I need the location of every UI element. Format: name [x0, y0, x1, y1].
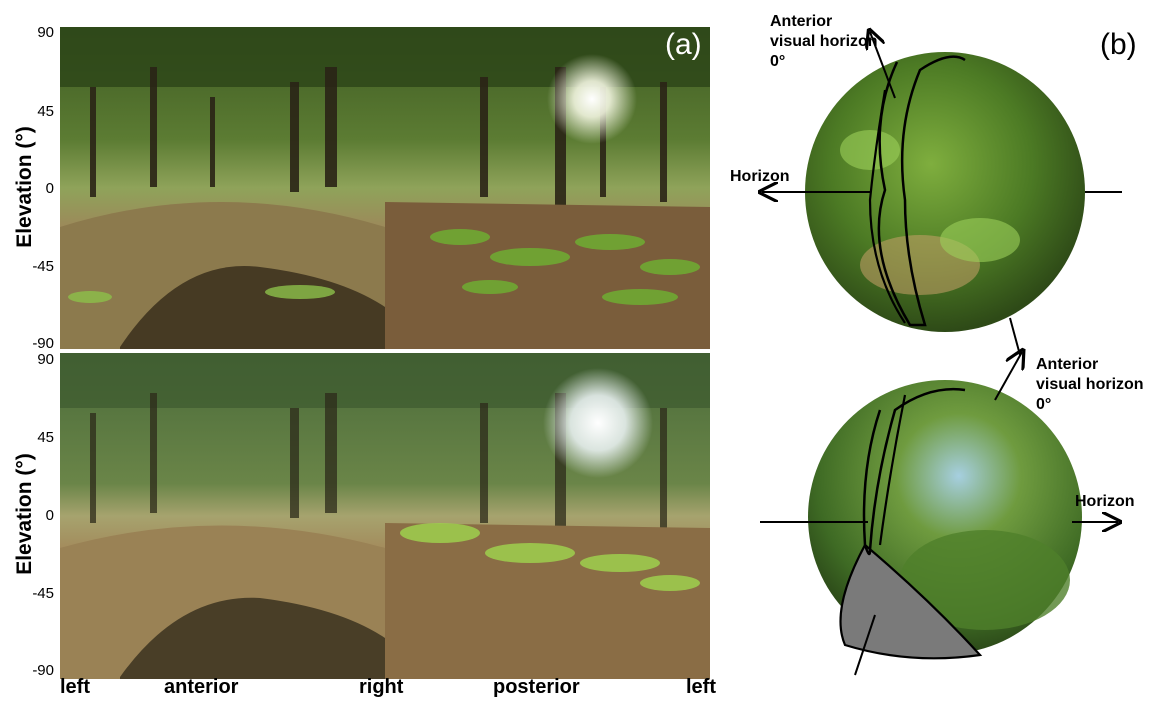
x-label-left-end: left — [686, 676, 716, 698]
y-tick: 0 — [45, 507, 54, 524]
y-tick: -45 — [32, 585, 54, 602]
y-tick: 45 — [37, 103, 54, 120]
y-tick: 90 — [37, 24, 54, 41]
x-label-right: right — [359, 676, 404, 698]
top-sphere — [762, 32, 1122, 332]
bottom-occluded-region — [839, 543, 983, 660]
spheres-diagram — [720, 0, 1122, 676]
y-tick: 45 — [37, 429, 54, 446]
panorama-reconstructed — [60, 353, 710, 679]
panorama-original — [60, 27, 710, 349]
y-tick: 90 — [37, 351, 54, 368]
y-tick: -90 — [32, 335, 54, 352]
bottom-sphere — [760, 352, 1118, 676]
top-contour-label: Anterior visual horizon 0° — [770, 13, 878, 70]
panorama-reconstructed-image — [60, 353, 710, 679]
panorama-original-image — [60, 27, 710, 349]
panel-a-label: (a) — [665, 28, 702, 61]
bottom-horizon-contour — [862, 388, 966, 556]
x-label-anterior: anterior — [164, 676, 239, 698]
x-label-posterior: posterior — [493, 676, 580, 698]
panel-b-label: (b) — [1100, 28, 1137, 61]
bottom-horizon-label: Horizon — [1075, 493, 1135, 510]
bottom-anterior-arrow — [994, 352, 1022, 401]
y-tick: 0 — [45, 180, 54, 197]
x-label-left: left — [60, 676, 90, 698]
y-tick: -45 — [32, 258, 54, 275]
bottom-contour-label: Anterior visual horizon 0° — [1036, 356, 1144, 413]
top-horizon-label: Horizon — [730, 168, 790, 185]
top-horizon-contour — [877, 55, 966, 327]
y-tick: -90 — [32, 662, 54, 679]
top-anterior-arrow — [870, 32, 896, 99]
